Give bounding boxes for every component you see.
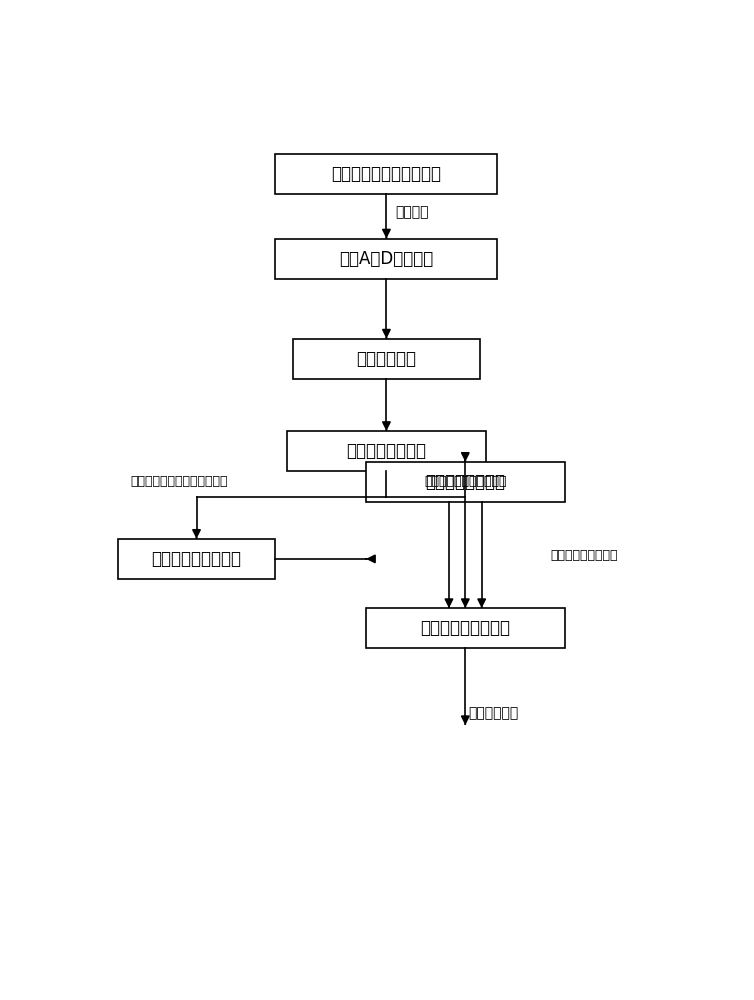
Bar <box>275 154 498 194</box>
Bar <box>287 431 486 471</box>
Bar <box>293 339 480 379</box>
Text: 信号积分模块: 信号积分模块 <box>357 350 416 368</box>
Text: 空间频率分析模块: 空间频率分析模块 <box>425 473 505 491</box>
Text: 超宽谱生物雷达系统前端: 超宽谱生物雷达系统前端 <box>332 165 441 183</box>
Text: 滤波反投影定位模块: 滤波反投影定位模块 <box>420 619 510 637</box>
Text: 距离信号（含空间信息）: 距离信号（含空间信息） <box>424 475 507 488</box>
Bar <box>118 539 275 579</box>
Text: 目标回波信号（含时间信息）: 目标回波信号（含时间信息） <box>130 475 228 488</box>
Bar <box>366 462 565 502</box>
Text: 高速A／D采集模块: 高速A／D采集模块 <box>339 250 434 268</box>
Text: 二维定位结果: 二维定位结果 <box>468 706 519 720</box>
Bar <box>275 239 498 279</box>
Text: 数字滤波、微分模块: 数字滤波、微分模块 <box>152 550 241 568</box>
Bar <box>366 608 565 648</box>
Text: 三个通道的投影信号: 三个通道的投影信号 <box>550 549 618 562</box>
Text: 雷达信号: 雷达信号 <box>395 205 429 219</box>
Text: 信号分解重构模块: 信号分解重构模块 <box>346 442 427 460</box>
